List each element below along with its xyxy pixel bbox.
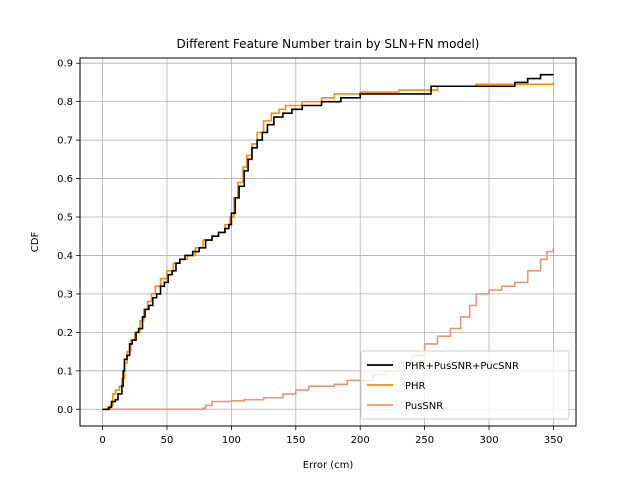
legend-box: [360, 350, 570, 420]
x-tick-label: 0: [99, 435, 105, 446]
x-axis-ticks: 0 50 100 150 200 250 300 350: [99, 426, 563, 446]
x-axis-label: Error (cm): [303, 460, 354, 471]
x-tick-label: 300: [479, 435, 498, 446]
legend-label-phr: PHR: [405, 381, 426, 392]
y-tick-label: 0.3: [57, 289, 73, 300]
y-tick-label: 0.7: [57, 136, 73, 147]
y-tick-label: 0.4: [57, 251, 73, 262]
x-tick-label: 100: [222, 435, 241, 446]
legend-label-pussnr: PusSNR: [405, 401, 443, 412]
x-tick-label: 200: [351, 435, 370, 446]
series-line-phr: [102, 82, 555, 411]
chart-title: Different Feature Number train by SLN+FN…: [177, 37, 480, 51]
y-tick-label: 0.1: [57, 366, 73, 377]
y-tick-label: 0.9: [57, 59, 73, 70]
y-axis-ticks: 0.0 0.1 0.2 0.3 0.4 0.5 0.6 0.7 0.8 0.9: [57, 59, 80, 416]
x-tick-label: 150: [286, 435, 305, 446]
y-tick-label: 0.6: [57, 174, 73, 185]
legend: PHR+PusSNR+PucSNR PHR PusSNR: [360, 350, 570, 420]
y-tick-label: 0.8: [57, 97, 73, 108]
y-axis-label: CDF: [30, 232, 41, 253]
plot-frame: [79, 57, 577, 427]
y-tick-label: 0.0: [57, 405, 73, 416]
x-tick-label: 250: [415, 435, 434, 446]
y-tick-label: 0.5: [57, 213, 73, 224]
x-tick-label: 350: [544, 435, 563, 446]
x-tick-label: 50: [161, 435, 174, 446]
y-tick-label: 0.2: [57, 328, 73, 339]
series-line-phr-pussnr-pucsnr: [102, 73, 554, 411]
legend-label-phr-psnr-pucsnr: PHR+PusSNR+PucSNR: [405, 361, 519, 372]
